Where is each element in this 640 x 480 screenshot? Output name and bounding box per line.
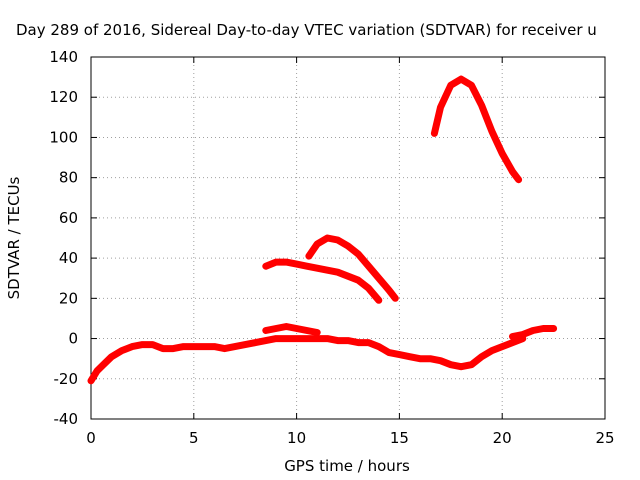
x-axis-label: GPS time / hours xyxy=(284,457,410,475)
series-line-1 xyxy=(87,335,527,385)
y-axis-label: SDTVAR / TECUs xyxy=(5,176,23,299)
x-tick-label: 25 xyxy=(595,429,614,447)
y-tick-label: -20 xyxy=(54,370,79,388)
axis-ticks: 0 5 10 15 20 25 -40 -20 0 20 40 60 80 100 120 140 xyxy=(49,48,614,447)
y-tick-label: 120 xyxy=(49,88,78,106)
y-tick-label: 40 xyxy=(59,249,78,267)
x-tick-label: 20 xyxy=(493,429,512,447)
x-tick-label: 0 xyxy=(86,429,96,447)
y-tick-label: 20 xyxy=(59,289,78,307)
series-layer xyxy=(87,75,558,385)
y-tick-label: 60 xyxy=(59,209,78,227)
y-tick-label: -40 xyxy=(54,410,79,428)
y-tick-label: 100 xyxy=(49,128,78,146)
series-line-2 xyxy=(262,323,321,336)
y-tick-label: 0 xyxy=(68,330,78,348)
x-tick-label: 5 xyxy=(189,429,199,447)
grid-lines xyxy=(91,57,605,419)
plot-frame xyxy=(90,56,606,420)
series-line-5 xyxy=(305,234,399,302)
series-line-3 xyxy=(509,325,558,340)
series-line-4 xyxy=(262,258,383,304)
series-line-6 xyxy=(430,75,523,184)
x-tick-label: 15 xyxy=(390,429,409,447)
chart-title: Day 289 of 2016, Sidereal Day-to-day VTE… xyxy=(16,21,597,39)
y-tick-label: 80 xyxy=(59,169,78,187)
y-tick-label: 140 xyxy=(49,48,78,66)
x-tick-label: 10 xyxy=(287,429,306,447)
